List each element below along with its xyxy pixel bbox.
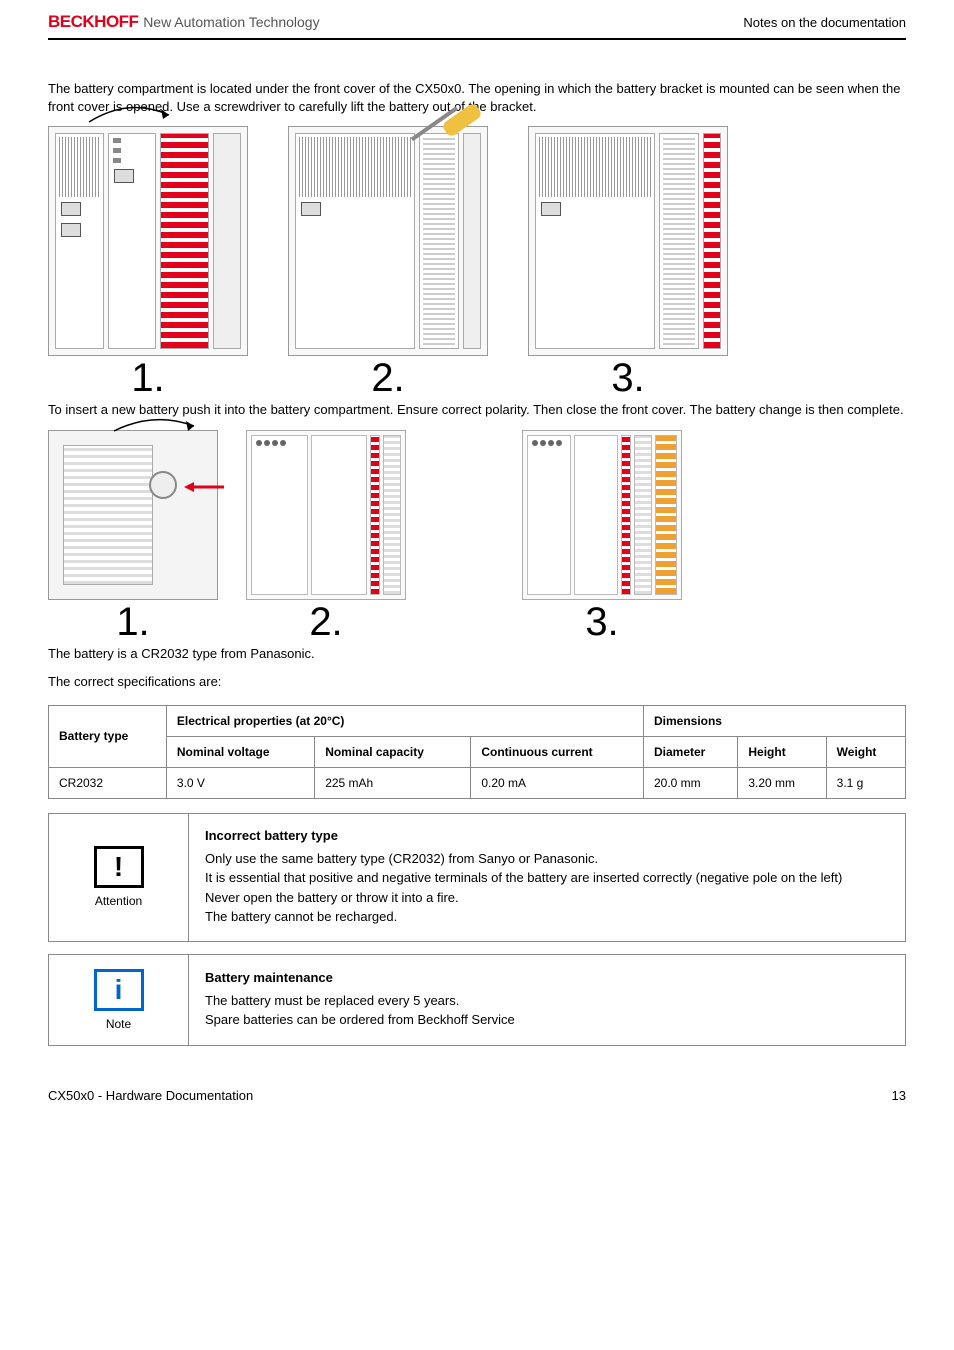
attention-icon: !	[94, 846, 144, 888]
device-front-2	[522, 430, 682, 600]
note-line: The battery must be replaced every 5 yea…	[205, 991, 889, 1011]
td-diameter: 20.0 mm	[643, 767, 737, 798]
note-title: Battery maintenance	[205, 970, 889, 985]
arrow-red-icon	[184, 481, 224, 493]
footer-page-number: 13	[892, 1088, 906, 1103]
coin-cell-icon	[149, 471, 177, 499]
note-icon-cell: i Note	[49, 954, 189, 1045]
th-diameter: Diameter	[643, 736, 737, 767]
th-electrical: Electrical properties (at 20°C)	[166, 705, 643, 736]
device-panel-3	[528, 126, 728, 356]
td-capacity: 225 mAh	[315, 767, 471, 798]
step-numbers-2: 1. 2. 3.	[48, 600, 906, 645]
device-side-panel	[48, 430, 218, 600]
info-icon: i	[94, 969, 144, 1011]
td-voltage: 3.0 V	[166, 767, 314, 798]
td-weight: 3.1 g	[826, 767, 905, 798]
note-box: i Note Battery maintenance The battery m…	[48, 954, 906, 1046]
step-2: 2.	[288, 356, 488, 401]
paragraph-specs: The correct specifications are:	[48, 673, 906, 691]
logo: BECKHOFF New Automation Technology	[48, 12, 320, 32]
step-numbers-1: 1. 2. 3.	[48, 356, 906, 401]
step-1b: 1.	[48, 600, 218, 645]
attention-title: Incorrect battery type	[205, 828, 889, 843]
th-voltage: Nominal voltage	[166, 736, 314, 767]
step-3: 3.	[528, 356, 728, 401]
attention-label: Attention	[65, 894, 172, 908]
step-2b: 2.	[246, 600, 406, 645]
th-weight: Weight	[826, 736, 905, 767]
device-panel-2	[288, 126, 488, 356]
attention-icon-cell: ! Attention	[49, 813, 189, 941]
header-section-label: Notes on the documentation	[743, 15, 906, 30]
td-type: CR2032	[49, 767, 167, 798]
step-3b: 3.	[522, 600, 682, 645]
paragraph-battery-type: The battery is a CR2032 type from Panaso…	[48, 645, 906, 663]
th-capacity: Nominal capacity	[315, 736, 471, 767]
table-header-row-2: Nominal voltage Nominal capacity Continu…	[49, 736, 906, 767]
step-1: 1.	[48, 356, 248, 401]
device-front-1	[246, 430, 406, 600]
attention-line: Only use the same battery type (CR2032) …	[205, 849, 889, 869]
arrow-curve-icon	[79, 97, 179, 127]
th-dimensions: Dimensions	[643, 705, 905, 736]
page-header: BECKHOFF New Automation Technology Notes…	[48, 0, 906, 40]
td-current: 0.20 mA	[471, 767, 644, 798]
table-row: CR2032 3.0 V 225 mAh 0.20 mA 20.0 mm 3.2…	[49, 767, 906, 798]
diagram-row-2	[48, 430, 906, 600]
attention-line: It is essential that positive and negati…	[205, 868, 889, 888]
spec-table: Battery type Electrical properties (at 2…	[48, 705, 906, 799]
td-height: 3.20 mm	[738, 767, 826, 798]
th-height: Height	[738, 736, 826, 767]
screwdriver-icon	[387, 67, 507, 147]
attention-box: ! Attention Incorrect battery type Only …	[48, 813, 906, 942]
th-current: Continuous current	[471, 736, 644, 767]
attention-line: Never open the battery or throw it into …	[205, 888, 889, 908]
note-line: Spare batteries can be ordered from Beck…	[205, 1010, 889, 1030]
device-panel-1	[48, 126, 248, 356]
table-header-row-1: Battery type Electrical properties (at 2…	[49, 705, 906, 736]
th-battery-type: Battery type	[49, 705, 167, 767]
page-footer: CX50x0 - Hardware Documentation 13	[48, 1058, 906, 1123]
arrow-curve-icon	[109, 411, 199, 436]
attention-content: Incorrect battery type Only use the same…	[189, 813, 906, 941]
attention-line: The battery cannot be recharged.	[205, 907, 889, 927]
brand-text: BECKHOFF	[48, 12, 138, 31]
note-label: Note	[65, 1017, 172, 1031]
note-content: Battery maintenance The battery must be …	[189, 954, 906, 1045]
tagline: New Automation Technology	[143, 14, 319, 30]
footer-doc-title: CX50x0 - Hardware Documentation	[48, 1088, 253, 1103]
diagram-row-1	[48, 126, 906, 356]
